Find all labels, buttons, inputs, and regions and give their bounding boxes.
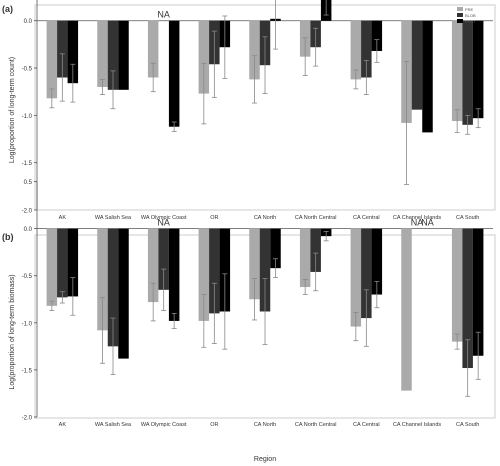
panel-a-bar-pre-wa-salish-sea [97,20,108,87]
panel-b-bar-pre-ca-north-central [299,228,311,288]
legend-label-post: POST [465,19,476,24]
panel-b-bar-blob-ca-north [259,228,271,312]
panel-a-bar-post-wa-salish-sea [118,20,129,90]
legend-label-blob: BLOB [465,13,476,18]
panel-b: (b) Log(proportion of long-term biomass)… [2,180,496,463]
panel-a-xtick-label-ca-north: CA North [254,215,276,221]
panel-a-xtick-label-ak: AK [59,215,67,221]
panel-b-bar-post-ak [67,228,79,297]
panel-b-bar-post-or [219,228,231,312]
panel-b-bar-post-ca-north [270,228,281,269]
panel-b-xtick-label-or: OR [210,422,218,428]
panel-a-bar-pre-ca-south [451,20,463,122]
panel-b-xtick-label-ca-north-central: CA North Central [295,422,337,428]
panel-b-bar-pre-ca-north [249,228,260,300]
panel-b-xtick-label-ca-south: CA South [456,422,479,428]
panel-a-bar-blob-ca-south [462,20,473,125]
panel-a-xtick-label-wa-salish-sea: WA Salish Sea [95,215,132,221]
panel-b-bar-blob-ak [57,228,68,298]
panel-a-frame [34,4,496,211]
panel-b-bar-post-ca-south [472,228,484,356]
legend-swatch-blob [457,13,463,17]
panel-a-xtick-label-ca-central: CA Central [353,215,380,221]
panel-a-ytick-label-1: 0.0 [24,19,33,25]
panel-a-bar-post-ca-central [371,20,383,52]
panel-a-bar-post-ca-south [472,20,484,119]
panel-a-bar-pre-ak [46,20,58,99]
panel-b-ytick-label-3: -1.0 [22,321,33,327]
panel-b-xlabel: Region [254,456,276,463]
panel-b-xtick-label-wa-salish-sea: WA Salish Sea [95,422,132,428]
panel-b-bar-blob-ca-south [462,228,473,369]
panel-b-bar-blob-wa-salish-sea [107,228,119,347]
panel-b-xtick-label-ca-central: CA Central [353,422,380,428]
panel-b-bar-pre-ca-channel-islands [401,228,412,391]
panel-a-xtick-label-ca-north-central: CA North Central [295,215,337,221]
panel-b-bar-pre-ca-south [451,228,463,342]
panel-b-label: (b) [2,232,14,242]
panel-a-plot: 0.5 0.0 -0.5 -1.0 -1.5 -2.0 AK WA Salish Sea WA … [22,0,493,221]
panel-a-bar-pre-ca-north [249,20,260,80]
panel-b-bar-blob-ca-central [361,228,372,319]
panel-b-xtick-label-ca-channel-islands: CA Channel Islands [393,422,442,428]
legend: PRE BLOB POST [457,7,476,24]
panel-b-bar-pre-wa-salish-sea [97,228,108,331]
panel-b-ytick-label-5: -2.0 [22,416,33,422]
panel-b-ytick-label-1: 0.0 [24,227,33,233]
panel-a-bar-pre-ca-central [350,20,362,80]
panel-b-bar-pre-ak [46,228,58,306]
panel-b-annotation-na-0: NA [157,218,170,228]
panel-a-ylabel: Log(proportion of long-term count) [9,57,16,163]
panel-b-bar-pre-wa-olympic-coast [147,228,159,303]
panel-b-ytick-label-2: -0.5 [22,274,33,280]
panel-b-bar-post-wa-salish-sea [118,228,129,359]
panel-a-bar-post-ak [67,20,79,84]
panel-b-bar-pre-or [198,228,210,321]
panel-b-bar-pre-ca-central [350,228,362,327]
panel-a-label: (a) [2,4,13,14]
panel-a-annotation-na-0: NA [157,10,170,20]
panel-b-bar-blob-or [209,228,220,314]
panel-a-xtick-label-wa-olympic-coast: WA Olympic Coast [141,215,187,221]
panel-b-ytick-label-0: 0.5 [24,180,33,186]
legend-swatch-post [457,19,463,23]
panel-a-ytick-label-4: -1.5 [22,161,33,167]
panel-a-bar-blob-ak [57,20,68,78]
panel-a-bar-post-ca-channel-islands [422,20,433,133]
panel-b-bar-post-ca-central [371,228,383,295]
panel-b-ytick-label-4: -1.5 [22,368,33,374]
panel-b-bar-blob-wa-olympic-coast [158,228,169,290]
legend-label-pre: PRE [465,7,474,12]
panel-b-xtick-label-ca-north: CA North [254,422,276,428]
panel-b-plot: 0.5 0.0 -0.5 -1.0 -1.5 -2.0 AK WA Salish Sea WA … [22,180,493,428]
panel-b-bar-blob-ca-north-central [310,228,321,272]
legend-swatch-pre [457,7,463,11]
panel-a: (a) Log(proportion of long-term count) 0… [2,0,496,221]
panel-a-bar-blob-ca-channel-islands [411,20,423,110]
panel-a-ytick-label-2: -0.5 [22,67,33,73]
panel-b-ylabel: Log(proportion of long-term biomass) [9,274,16,389]
panel-a-bar-post-wa-olympic-coast [168,20,180,127]
panel-a-ytick-label-3: -1.0 [22,114,33,120]
panel-a-bar-blob-wa-salish-sea [107,20,119,90]
panel-a-xtick-label-ca-south: CA South [456,215,479,221]
panel-a-bar-blob-ca-central [361,20,372,78]
panel-b-annotation-na-1: NA [411,218,424,228]
panel-a-xtick-label-ca-channel-islands: CA Channel Islands [393,215,442,221]
panel-b-xtick-label-ak: AK [59,422,67,428]
panel-a-bar-pre-wa-olympic-coast [147,20,159,78]
panel-b-xtick-label-wa-olympic-coast: WA Olympic Coast [141,422,187,428]
panel-a-xtick-label-or: OR [210,215,218,221]
panel-a-ytick-label-5: -2.0 [22,209,33,215]
panel-a-bar-pre-or [198,20,210,94]
panel-b-bar-post-wa-olympic-coast [168,228,180,321]
panel-b-annotation-na-2: NA [421,218,434,228]
